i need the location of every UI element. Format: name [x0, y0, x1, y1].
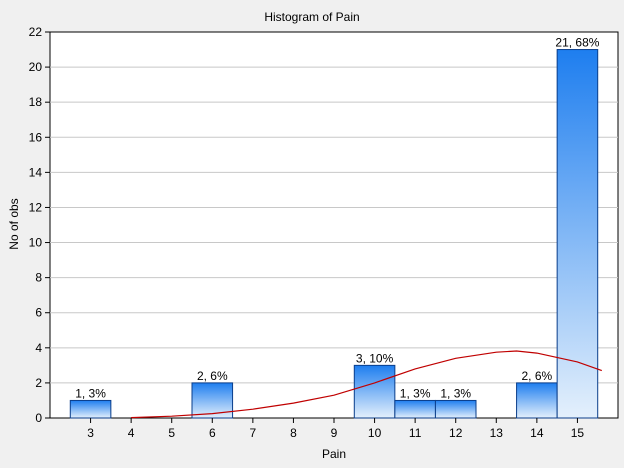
x-axis-ticks: 3 4 5 6 7 8 9 10 11 12 13 14 15 — [87, 418, 584, 440]
y-tick-label: 6 — [35, 306, 42, 320]
y-tick-label: 10 — [29, 236, 43, 250]
bar-labels: 1, 3% 2, 6% 3, 10% 1, 3% 1, 3% 2, 6% 21, 68% — [75, 36, 600, 401]
histogram-bar — [556, 49, 599, 419]
x-tick-label: 8 — [290, 426, 297, 440]
x-tick-label: 10 — [368, 426, 382, 440]
bars — [69, 49, 599, 419]
bar-data-label: 21, 68% — [555, 36, 599, 50]
chart-title: Histogram of Pain — [264, 10, 359, 24]
bar-data-label: 1, 3% — [400, 386, 431, 400]
histogram-bar — [69, 399, 112, 419]
y-axis-ticks: 0 2 4 6 8 10 12 14 16 18 20 22 — [29, 25, 50, 425]
histogram-bar — [394, 399, 436, 419]
y-tick-label: 18 — [29, 95, 43, 109]
x-tick-label: 4 — [128, 426, 135, 440]
x-tick-label: 11 — [409, 426, 422, 440]
y-tick-label: 14 — [29, 165, 43, 179]
x-tick-label: 6 — [209, 426, 216, 440]
bar-data-label: 1, 3% — [75, 386, 106, 400]
x-tick-label: 13 — [490, 426, 504, 440]
histogram-bar — [434, 399, 477, 419]
normal-curve — [131, 350, 603, 419]
x-tick-label: 5 — [168, 426, 175, 440]
x-tick-label: 7 — [250, 426, 257, 440]
y-tick-label: 4 — [35, 341, 42, 355]
y-tick-label: 22 — [29, 25, 43, 39]
grid-lines — [50, 66, 618, 384]
fitted-normal-curve — [131, 350, 603, 419]
bar-data-label: 2, 6% — [197, 369, 228, 383]
x-axis-label: Pain — [322, 447, 346, 461]
histogram-bar — [191, 382, 234, 419]
x-tick-label: 15 — [571, 426, 585, 440]
y-tick-label: 8 — [35, 271, 42, 285]
histogram-bar — [516, 382, 558, 419]
x-tick-label: 14 — [530, 426, 544, 440]
y-tick-label: 12 — [29, 200, 43, 214]
x-tick-label: 3 — [87, 426, 94, 440]
y-axis-label: No of obs — [7, 198, 21, 249]
y-tick-label: 16 — [29, 130, 43, 144]
y-tick-label: 0 — [35, 411, 42, 425]
y-tick-label: 20 — [29, 60, 43, 74]
y-tick-label: 2 — [35, 376, 42, 390]
x-tick-label: 12 — [449, 426, 463, 440]
x-tick-label: 9 — [331, 426, 338, 440]
histogram-bar — [353, 364, 396, 419]
bar-data-label: 2, 6% — [522, 369, 553, 383]
bar-data-label: 1, 3% — [440, 386, 471, 400]
bar-data-label: 3, 10% — [356, 351, 394, 365]
plot-area — [49, 31, 619, 419]
